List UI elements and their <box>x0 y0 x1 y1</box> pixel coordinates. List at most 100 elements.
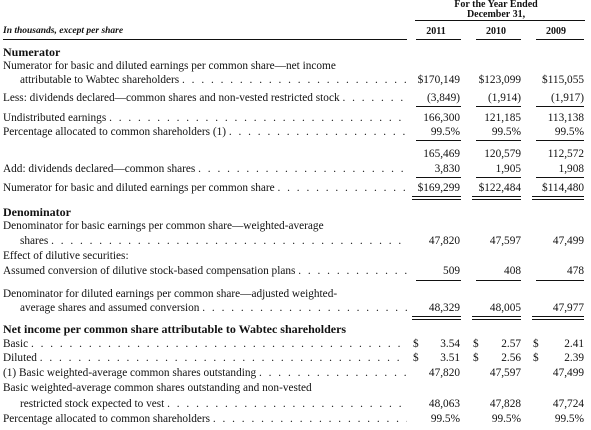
value-2010: 99.5% <box>491 413 521 425</box>
net-income-heading-row: Net income per common share attributable… <box>0 323 591 336</box>
year-2009-header: 2009 <box>546 26 566 37</box>
row-label-cont: average shares and assumed conversion <box>20 302 407 315</box>
value-2010: 99.5% <box>491 126 521 138</box>
row-label: Less: dividends declared—common shares a… <box>3 92 407 105</box>
total-double-rule <box>412 316 461 320</box>
subtotal-rule <box>476 280 521 281</box>
footnote-basic-shares-row: (1) Basic weighted-average common shares… <box>0 367 591 380</box>
denominator-heading-row: Denominator <box>0 206 591 219</box>
row-label: Diluted <box>3 352 407 365</box>
dividends-declared-row: Less: dividends declared—common shares a… <box>0 92 591 105</box>
value-2010: 2.56 <box>501 352 521 364</box>
value-2010: 121,185 <box>484 112 521 124</box>
subtotal-rule <box>416 140 461 141</box>
value-2010: 47,597 <box>489 235 521 247</box>
diluted-eps-row: Diluted $ 3.51 $ 2.56 $ 2.39 <box>0 352 591 365</box>
subtotal-rule <box>536 106 584 107</box>
row-label: Denominator for basic earnings per commo… <box>3 220 324 232</box>
diluted-shares-row: average shares and assumed conversion 48… <box>0 302 591 315</box>
row-label: Percentage allocated to common sharehold… <box>3 126 407 139</box>
value-2010: $122,484 <box>478 182 521 194</box>
value-2011: (3,849) <box>427 92 460 104</box>
net-income-row: attributable to Wabtec shareholders $170… <box>0 74 591 87</box>
row-label: Denominator for diluted earnings per com… <box>3 288 338 300</box>
shares-nonvested-row: restricted stock expected to vest 48,063… <box>0 398 591 411</box>
allocated-earnings-row: 165,469 120,579 112,572 <box>0 148 591 161</box>
undistributed-earnings-row: Undistributed earnings 166,300 121,185 1… <box>0 112 591 125</box>
currency-symbol: $ <box>413 352 419 364</box>
value-2010: 408 <box>504 265 521 277</box>
row-label-cont: attributable to Wabtec shareholders <box>20 74 407 87</box>
subtotal-rule <box>536 140 584 141</box>
value-2010: 47,597 <box>489 367 521 379</box>
row-label: Effect of dilutive securities: <box>3 250 129 262</box>
total-double-rule <box>472 196 521 200</box>
currency-symbol: $ <box>413 338 419 350</box>
value-2011: 99.5% <box>430 413 460 425</box>
value-2009: 47,724 <box>552 398 584 410</box>
row-label-cont: restricted stock expected to vest <box>20 398 407 411</box>
value-2010: (1,914) <box>488 92 521 104</box>
net-income-row-line1: Numerator for basic and diluted earnings… <box>0 60 591 73</box>
units-underline <box>3 39 407 40</box>
value-2011: 509 <box>443 265 460 277</box>
value-2011: 48,329 <box>428 302 460 314</box>
value-2011: 48,063 <box>428 398 460 410</box>
dilutive-securities-row: Effect of dilutive securities: <box>0 250 591 263</box>
period-title: For the Year Ended December 31, <box>454 0 538 20</box>
currency-symbol: $ <box>473 352 479 364</box>
value-2009: 47,499 <box>552 367 584 379</box>
value-2011: $170,149 <box>417 74 460 86</box>
numerator-heading: Numerator <box>3 46 61 59</box>
total-double-rule <box>472 316 521 320</box>
value-2009: $115,055 <box>542 74 584 86</box>
value-2011: 165,469 <box>423 148 460 160</box>
percentage-allocated-footnote-row: Percentage allocated to common sharehold… <box>0 413 591 426</box>
subtotal-rule <box>416 177 461 178</box>
shares-nonvested-row-line1: Basic weighted-average common shares out… <box>0 382 591 395</box>
numerator-total-row: Numerator for basic and diluted earnings… <box>0 182 591 195</box>
value-2010: 1,905 <box>495 163 521 175</box>
row-label: (1) Basic weighted-average common shares… <box>3 367 407 380</box>
value-2009: 2.41 <box>564 338 584 350</box>
subtotal-rule <box>476 106 521 107</box>
subtotal-rule <box>476 177 521 178</box>
value-2009: 47,977 <box>552 302 584 314</box>
currency-symbol: $ <box>473 338 479 350</box>
value-2010: 48,005 <box>489 302 521 314</box>
value-2011: 3.51 <box>440 352 460 364</box>
basic-eps-row: Basic $ 3.54 $ 2.57 $ 2.41 <box>0 338 591 351</box>
currency-symbol: $ <box>533 338 539 350</box>
total-double-rule <box>532 196 584 200</box>
year-2010-header: 2010 <box>486 26 506 37</box>
row-label: Basic weighted-average common shares out… <box>3 382 312 394</box>
value-2009: 478 <box>567 265 584 277</box>
numerator-heading-row: Numerator <box>0 46 591 59</box>
value-2009: 2.39 <box>564 352 584 364</box>
row-label: Numerator for basic and diluted earnings… <box>3 60 336 72</box>
currency-symbol: $ <box>533 352 539 364</box>
row-label-cont: shares <box>20 235 407 248</box>
year-2011-underline <box>416 39 461 40</box>
row-label: Add: dividends declared—common shares <box>3 163 407 176</box>
subtotal-rule <box>536 280 584 281</box>
units-label: In thousands, except per share <box>3 26 124 36</box>
value-2011: 3,830 <box>434 163 460 175</box>
year-2010-underline <box>476 39 521 40</box>
basic-shares-row: shares 47,820 47,597 47,499 <box>0 235 591 248</box>
value-2009: 113,138 <box>547 112 584 124</box>
year-2011-header: 2011 <box>426 26 446 37</box>
row-label: Numerator for basic and diluted earnings… <box>3 182 407 195</box>
diluted-shares-row-line1: Denominator for diluted earnings per com… <box>0 288 591 301</box>
value-2009: 99.5% <box>554 413 584 425</box>
value-2009: $114,480 <box>542 182 584 194</box>
value-2011: 99.5% <box>430 126 460 138</box>
value-2011: 47,820 <box>428 367 460 379</box>
value-2011: 166,300 <box>423 112 460 124</box>
value-2010: 2.57 <box>501 338 521 350</box>
value-2009: 47,499 <box>552 235 584 247</box>
assumed-conversion-row: Assumed conversion of dilutive stock-bas… <box>0 265 591 278</box>
total-double-rule <box>532 316 584 320</box>
value-2009: (1,917) <box>551 92 584 104</box>
year-2009-underline <box>536 39 584 40</box>
